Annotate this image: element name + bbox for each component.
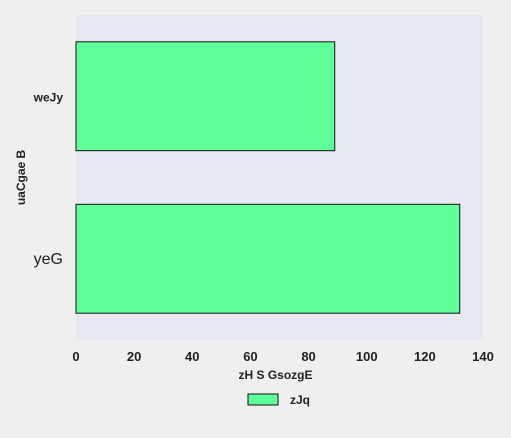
bar-weJy: [75, 41, 336, 152]
x-tick-label: 100: [356, 349, 378, 364]
legend-label: zJq: [290, 393, 310, 407]
x-tick-label: 0: [72, 349, 79, 364]
bar-yeG: [75, 203, 461, 314]
x-tick-label: 40: [185, 349, 199, 364]
x-tick-label: 20: [127, 349, 141, 364]
category-label-yeG: yeG: [34, 251, 63, 268]
y-axis-title: uaCgae B: [14, 149, 28, 205]
y-axis-categories: weJy yeG: [33, 90, 64, 268]
x-axis-title: zH S GsozgE: [238, 368, 312, 382]
bars-layer: [75, 41, 461, 314]
legend-swatch: [247, 393, 279, 406]
category-label-weJy: weJy: [33, 90, 64, 104]
x-tick-label: 60: [243, 349, 257, 364]
x-tick-label: 140: [472, 349, 494, 364]
x-tick-label: 80: [301, 349, 315, 364]
legend: zJq: [247, 393, 310, 407]
x-axis-ticks: 0 20 40 60 80 100 120 140: [72, 349, 493, 364]
x-tick-label: 120: [414, 349, 436, 364]
